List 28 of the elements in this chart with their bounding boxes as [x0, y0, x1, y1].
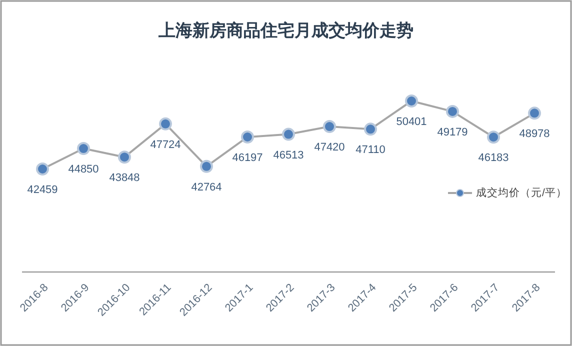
point [118, 150, 131, 164]
data-label: 47724 [150, 138, 181, 151]
point [241, 130, 254, 144]
data-label: 42764 [191, 181, 222, 194]
point [323, 120, 336, 134]
data-label: 46197 [232, 152, 263, 164]
point [446, 104, 459, 118]
point [200, 160, 213, 173]
point [36, 162, 49, 176]
data-label: 48978 [519, 128, 550, 140]
point [405, 94, 418, 108]
data-label: 43848 [109, 172, 140, 184]
chart-title: 上海新房商品住宅月成交均价走势 [158, 21, 414, 40]
data-label: 44850 [68, 164, 99, 176]
data-label: 50401 [396, 116, 427, 128]
point [364, 122, 377, 136]
point [528, 106, 541, 120]
data-label: 46513 [273, 149, 304, 162]
data-label: 42459 [27, 184, 58, 196]
data-label: 47110 [356, 144, 386, 156]
point [159, 117, 172, 130]
data-label: 46183 [478, 152, 509, 164]
point [77, 142, 90, 156]
data-label: 49179 [437, 126, 468, 138]
point [487, 130, 500, 144]
point [282, 128, 295, 141]
legend-label: 成交均价（元/平） [476, 186, 567, 199]
data-label: 47420 [314, 142, 345, 154]
